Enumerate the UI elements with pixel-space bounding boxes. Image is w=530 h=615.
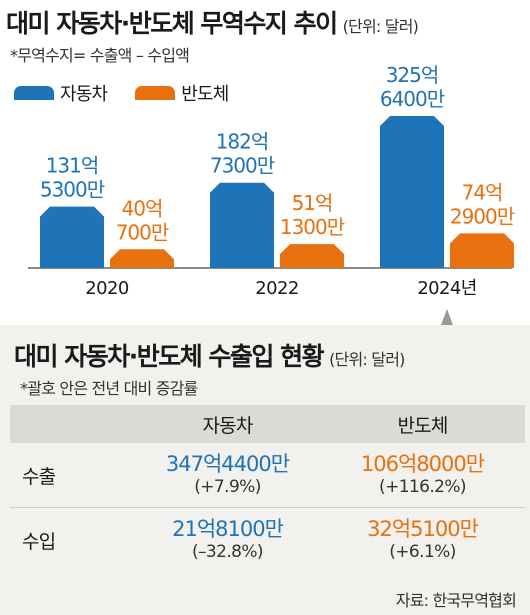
data-label-auto-2020-0: 131억 [46,154,99,178]
x-tick-label-2024년: 2024년 [417,278,476,299]
header-auto: 자동차 [202,414,253,437]
data-label-semi-2022-1: 1300만 [280,215,345,239]
chart-title-row: 대미 자동차·반도체 무역수지 추이 (단위: 달러) [6,4,419,40]
row-label-export: 수출 [22,465,56,488]
export-import-panel: 대미 자동차·반도체 수출입 현황 (단위: 달러) *괄호 안은 전년 대비 증… [0,325,530,615]
export-semi-value: 106억8000만 [360,452,485,476]
export-auto-change: (+7.9%) [194,477,261,497]
data-label-semi-2024년-0: 74억 [462,180,503,204]
table-row-export: 수출 347억4400만 (+7.9%) 106억8000만 (+116.2%) [10,443,525,508]
import-semi-change: (+6.1%) [389,542,456,562]
bar-semi-2020 [110,249,174,268]
legend-swatch-auto [14,86,54,100]
data-label-semi-2022-0: 51억 [292,191,333,215]
bar-semi-2024년 [450,233,514,268]
data-label-auto-2024년-0: 325억 [386,63,439,87]
cell-import-auto: 21억8100만 (–32.8%) [135,517,320,563]
import-auto-change: (–32.8%) [192,542,264,562]
chart-note: *무역수지= 수출액 – 수입액 [10,46,190,65]
data-label-semi-2020-0: 40억 [122,196,163,220]
chart-legend: 자동차 반도체 [14,80,257,106]
table-title-row: 대미 자동차·반도체 수출입 현황 (단위: 달러) [14,337,405,373]
data-label-auto-2020-1: 5300만 [40,178,105,202]
data-label-auto-2024년-1: 6400만 [380,87,445,111]
data-label-semi-2020-1: 700만 [116,220,169,244]
bar-auto-2024년 [380,116,444,268]
data-label-auto-2022-1: 7300만 [210,154,275,178]
cell-export-auto: 347억4400만 (+7.9%) [135,452,320,498]
import-auto-value: 21억8100만 [172,517,284,541]
table-header: 자동차 반도체 [10,405,525,443]
table-note: *괄호 안은 전년 대비 증감률 [20,379,198,398]
cell-import-semi: 32억5100만 (+6.1%) [320,517,525,563]
import-semi-value: 32억5100만 [367,517,479,541]
table-unit: (단위: 달러) [329,350,405,369]
export-import-table: 자동차 반도체 수출 347억4400만 (+7.9%) 106억8000만 (… [10,405,525,572]
export-semi-change: (+116.2%) [379,477,467,497]
legend-item-auto: 자동차 [14,80,108,106]
row-label-import: 수입 [22,530,56,553]
chart-unit: (단위: 달러) [342,17,419,36]
legend-swatch-semi [135,86,176,100]
data-label-auto-2022-0: 182억 [216,130,269,154]
data-label-semi-2024년-1: 2900만 [450,204,515,228]
legend-label-auto: 자동차 [60,84,108,105]
legend-label-semi: 반도체 [181,84,229,105]
bar-semi-2022 [280,244,344,268]
table-title: 대미 자동차·반도체 수출입 현황 [14,342,325,371]
bar-auto-2022 [210,182,274,268]
x-tick-label-2022: 2022 [255,278,298,299]
chart-title: 대미 자동차·반도체 무역수지 추이 [6,9,338,38]
export-auto-value: 347억4400만 [165,452,290,476]
header-semi: 반도체 [397,414,448,437]
legend-item-semi: 반도체 [135,80,229,106]
x-tick-label-2020: 2020 [85,278,129,299]
trade-balance-chart-panel: 대미 자동차·반도체 무역수지 추이 (단위: 달러) *무역수지= 수출액 – … [6,4,516,325]
table-row-import: 수입 21억8100만 (–32.8%) 32억5100만 (+6.1%) [10,508,525,572]
bar-auto-2020 [40,206,104,268]
source-credit: 자료: 한국무역협회 [395,591,517,610]
pointer-triangle-icon [441,309,453,325]
cell-export-semi: 106억8000만 (+116.2%) [320,452,525,498]
